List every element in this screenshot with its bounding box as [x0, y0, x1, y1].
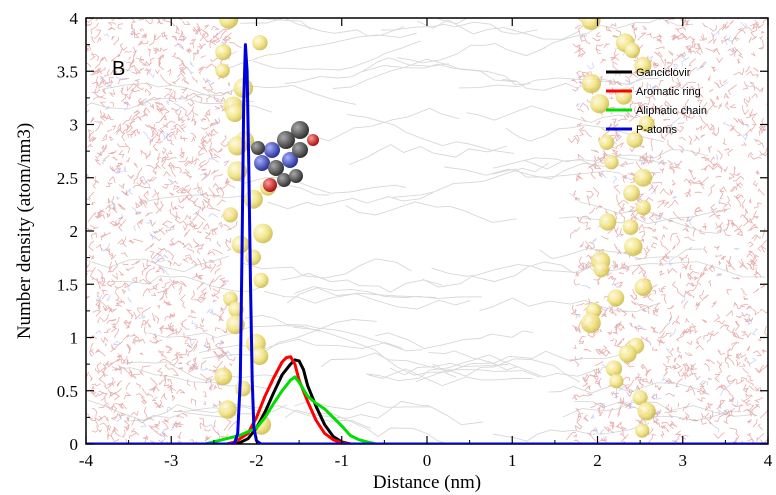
x-tick-label: -2	[249, 451, 263, 470]
y-tick-label: 2	[70, 222, 79, 241]
x-tick-label: -1	[335, 451, 349, 470]
y-axis-title: Number density (atom/nm3)	[14, 123, 35, 339]
series-ganciclovir	[86, 358, 768, 444]
x-tick-label: 3	[679, 451, 688, 470]
water-region	[86, 18, 242, 444]
y-tick-label: 0	[70, 435, 79, 454]
legend-label: Aromatic ring	[636, 86, 701, 98]
legend-item: P-atoms	[606, 124, 677, 136]
y-tick-label: 0.5	[57, 382, 78, 401]
y-tick-label: 2.5	[57, 169, 78, 188]
panel-label: B	[112, 58, 125, 80]
phosphate-spheres	[214, 18, 656, 438]
x-tick-label: 4	[764, 451, 773, 470]
legend-label: P-atoms	[636, 124, 677, 136]
legend: Ganciclovir Aromatic ring Aliphatic chain P…	[606, 67, 707, 136]
legend-label: Ganciclovir	[636, 67, 691, 79]
series-aliphatic-chain	[86, 375, 768, 444]
series-lines	[86, 43, 768, 444]
legend-item: Aliphatic chain	[606, 105, 707, 117]
legend-item: Ganciclovir	[606, 67, 691, 79]
y-tick-label: 4	[70, 9, 79, 28]
series-aromatic-ring	[86, 355, 768, 444]
legend-label: Aliphatic chain	[636, 105, 707, 117]
x-tick-label: -4	[79, 451, 94, 470]
legend-item: Aromatic ring	[606, 86, 701, 98]
y-tick-label: 3	[70, 116, 79, 135]
y-tick-label: 3.5	[57, 62, 78, 81]
axis-ticks: -4 -3 -2 -1 0 1 2 3 4 0 0.5 1 1.5 2 2.5 3 3.5 4	[57, 9, 773, 470]
series-p-atoms	[86, 43, 768, 444]
y-tick-label: 1	[70, 329, 79, 348]
x-tick-label: -3	[164, 451, 178, 470]
x-tick-label: 2	[593, 451, 602, 470]
membrane-background	[86, 18, 768, 444]
ganciclovir-molecule	[251, 121, 319, 192]
x-axis-title: Distance (nm)	[373, 472, 481, 493]
x-tick-label: 1	[508, 451, 517, 470]
x-tick-label: 0	[423, 451, 432, 470]
y-tick-label: 1.5	[57, 275, 78, 294]
